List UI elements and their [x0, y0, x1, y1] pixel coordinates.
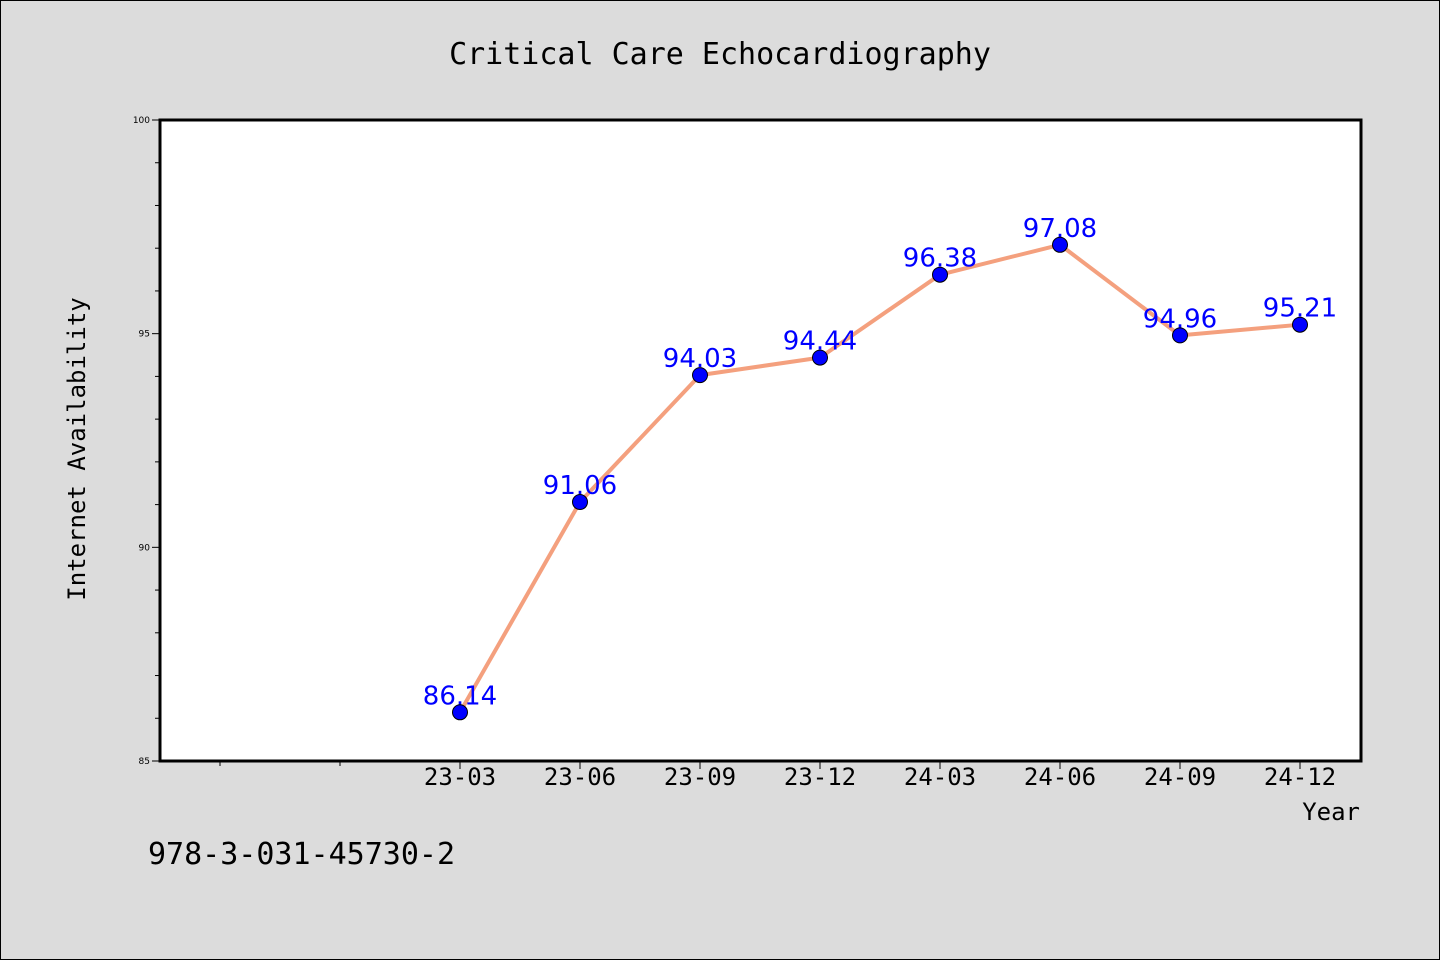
y-tick-label: 90 [139, 543, 151, 553]
y-tick-label: 100 [133, 116, 150, 126]
data-point [1052, 236, 1068, 253]
x-tick-label: 23-09 [664, 763, 736, 791]
data-point [692, 367, 708, 384]
y-tick-label: 85 [139, 757, 150, 767]
x-tick-label: 24-09 [1144, 763, 1216, 791]
data-point [812, 349, 828, 366]
data-point [932, 266, 948, 283]
y-tick-label: 95 [139, 330, 150, 340]
data-point [1172, 327, 1188, 344]
x-axis-label: Year [1302, 798, 1360, 826]
x-tick-label: 23-03 [424, 763, 496, 791]
x-tick-label: 23-12 [784, 763, 856, 791]
y-axis-label: Internet Availability [63, 297, 91, 600]
plot-area [158, 118, 1363, 763]
y-axis-ticks: 85 90 95 100 [133, 116, 160, 767]
chart-title: Critical Care Echocardiography [449, 37, 991, 72]
x-tick-label: 24-06 [1024, 763, 1096, 791]
x-tick-label: 24-03 [904, 763, 976, 791]
x-tick-label: 24-12 [1264, 763, 1336, 791]
data-point [572, 494, 588, 511]
x-tick-label: 23-06 [544, 763, 616, 791]
isbn-text: 978-3-031-45730-2 [148, 837, 455, 872]
data-point [452, 704, 468, 721]
x-axis-ticks: 23-03 23-06 23-09 23-12 24-03 24-06 24-09 24-12 [219, 761, 1336, 791]
series-line [458, 242, 1301, 714]
data-point [1292, 316, 1308, 333]
